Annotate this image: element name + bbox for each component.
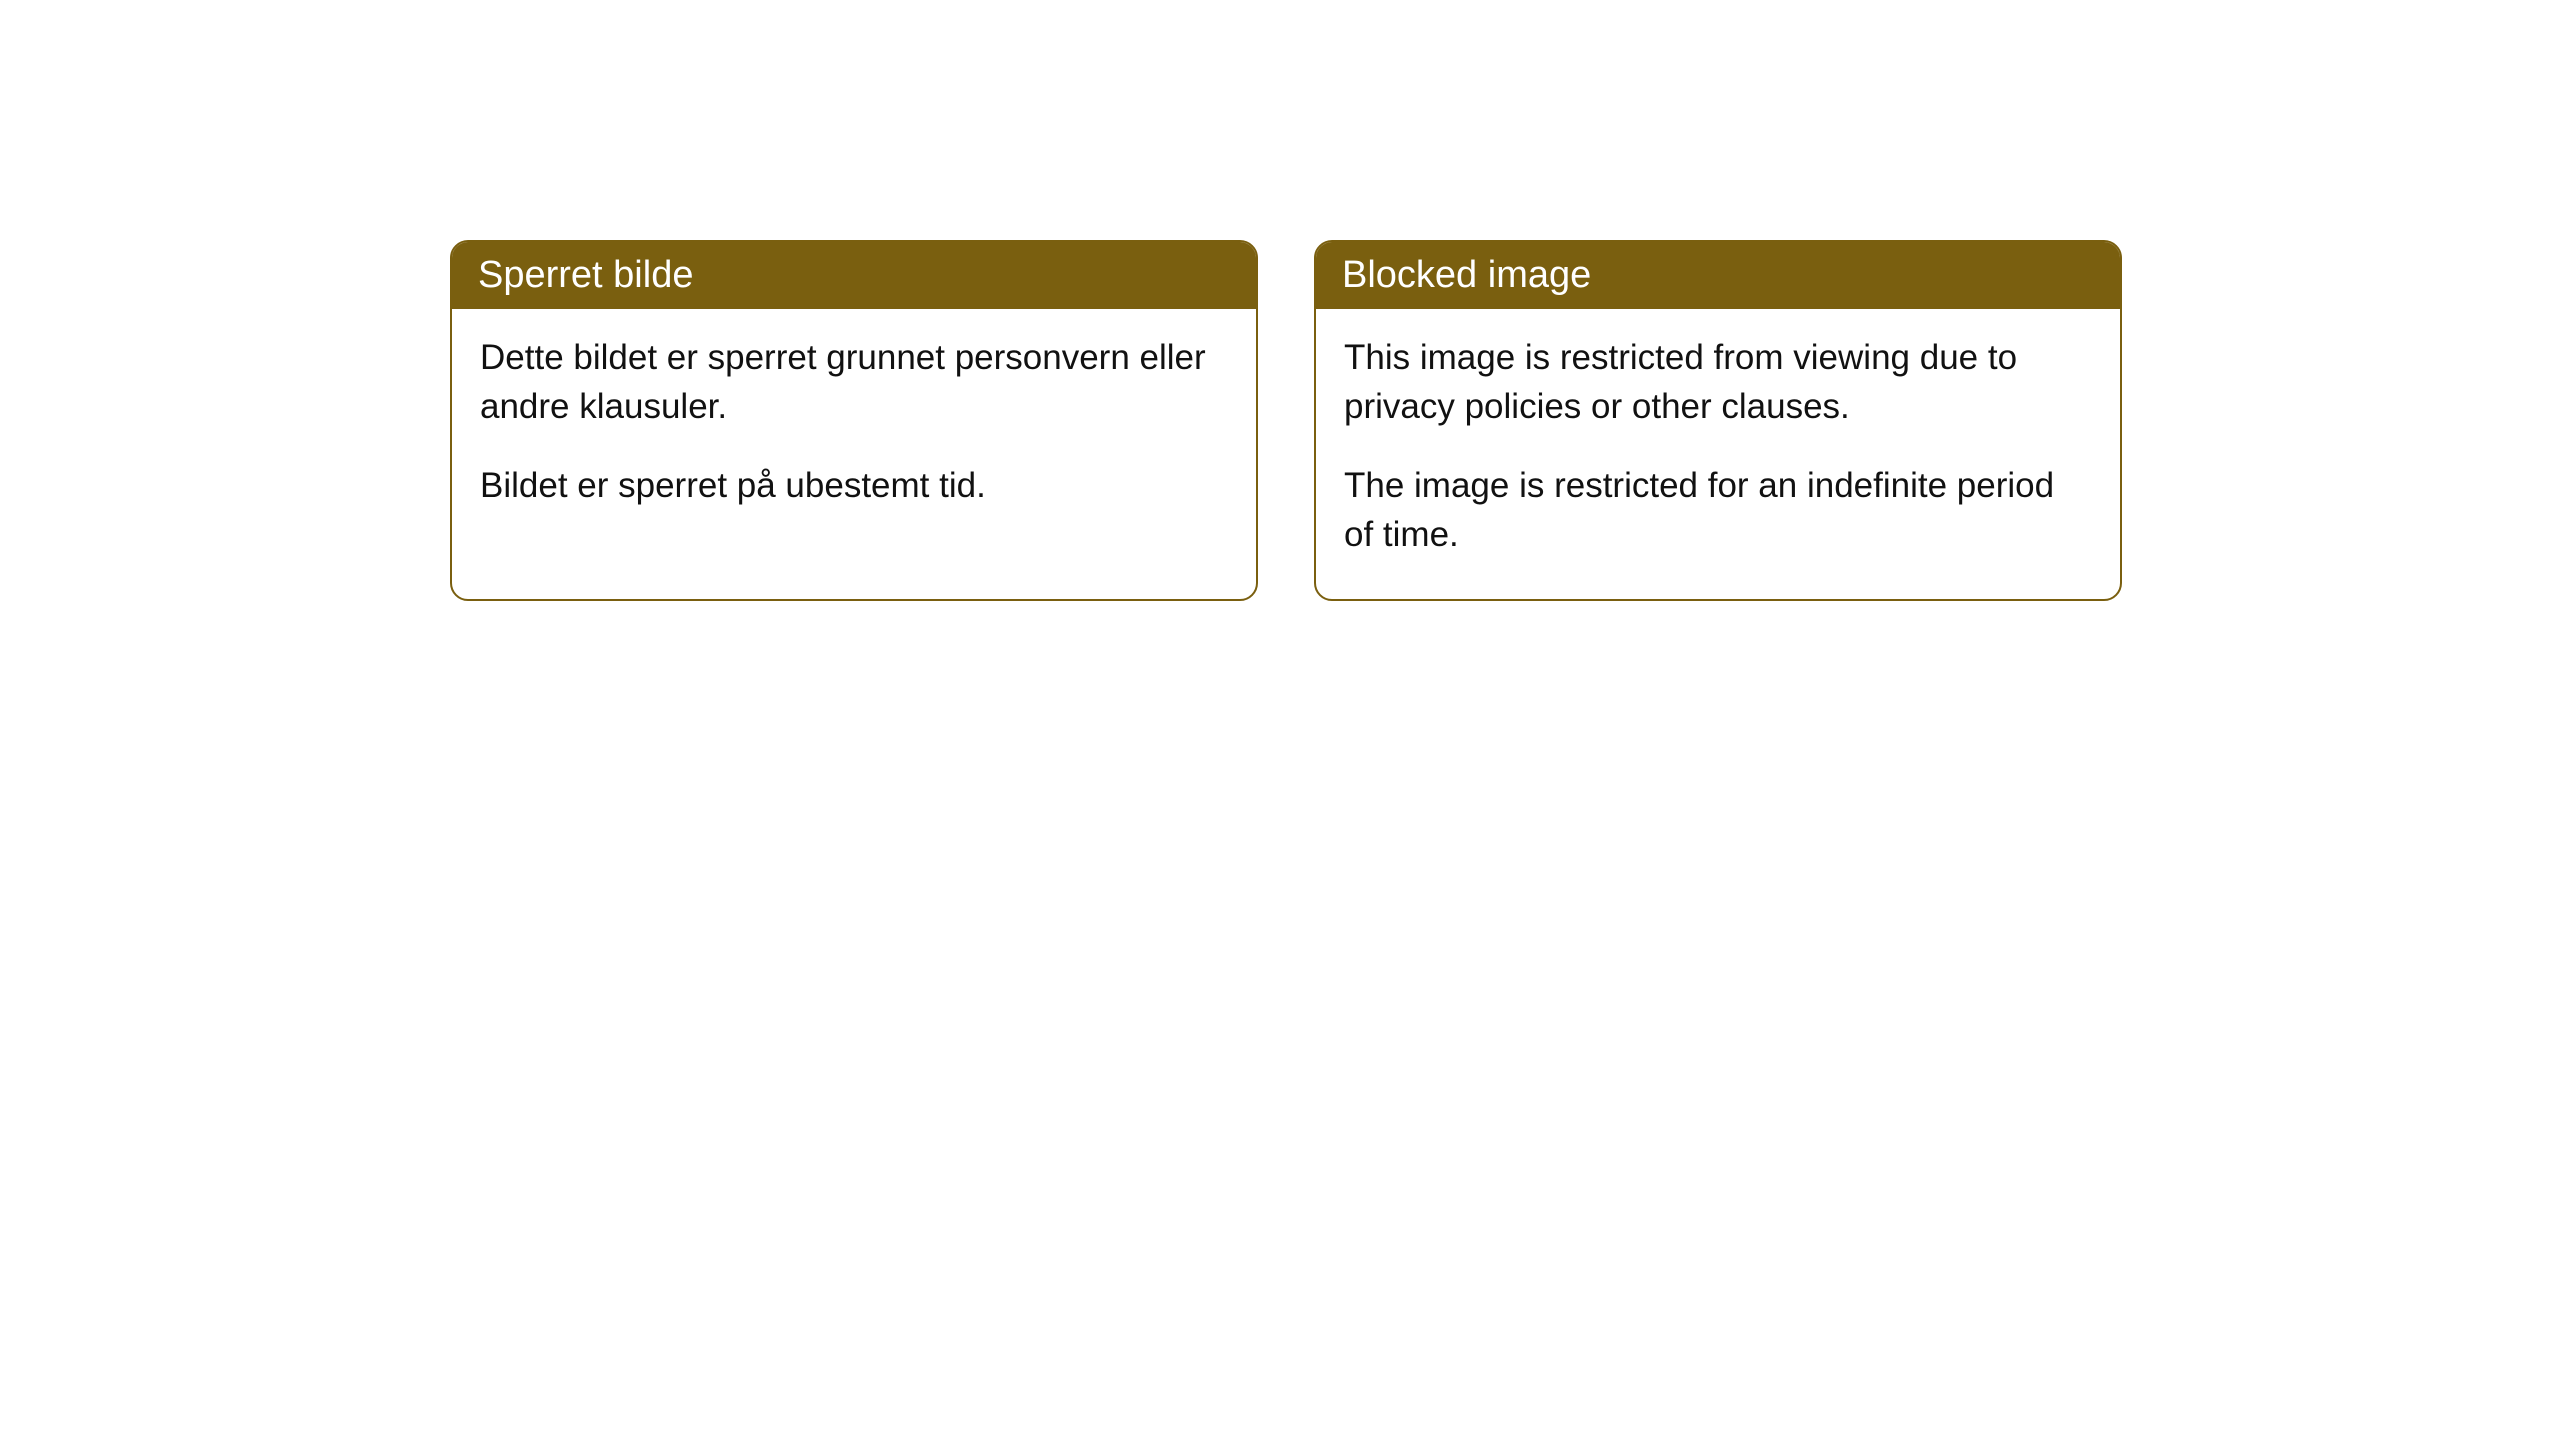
card-paragraph-1-en: This image is restricted from viewing du… xyxy=(1344,333,2092,431)
blocked-image-card-no: Sperret bilde Dette bildet er sperret gr… xyxy=(450,240,1258,601)
card-header-en: Blocked image xyxy=(1316,242,2120,309)
card-title-en: Blocked image xyxy=(1342,254,1591,296)
card-paragraph-2-no: Bildet er sperret på ubestemt tid. xyxy=(480,461,1228,510)
card-paragraph-2-en: The image is restricted for an indefinit… xyxy=(1344,461,2092,559)
card-title-no: Sperret bilde xyxy=(478,254,693,296)
blocked-image-card-en: Blocked image This image is restricted f… xyxy=(1314,240,2122,601)
notice-container: Sperret bilde Dette bildet er sperret gr… xyxy=(450,240,2122,601)
card-body-en: This image is restricted from viewing du… xyxy=(1316,309,2120,599)
card-body-no: Dette bildet er sperret grunnet personve… xyxy=(452,309,1256,550)
card-header-no: Sperret bilde xyxy=(452,242,1256,309)
card-paragraph-1-no: Dette bildet er sperret grunnet personve… xyxy=(480,333,1228,431)
